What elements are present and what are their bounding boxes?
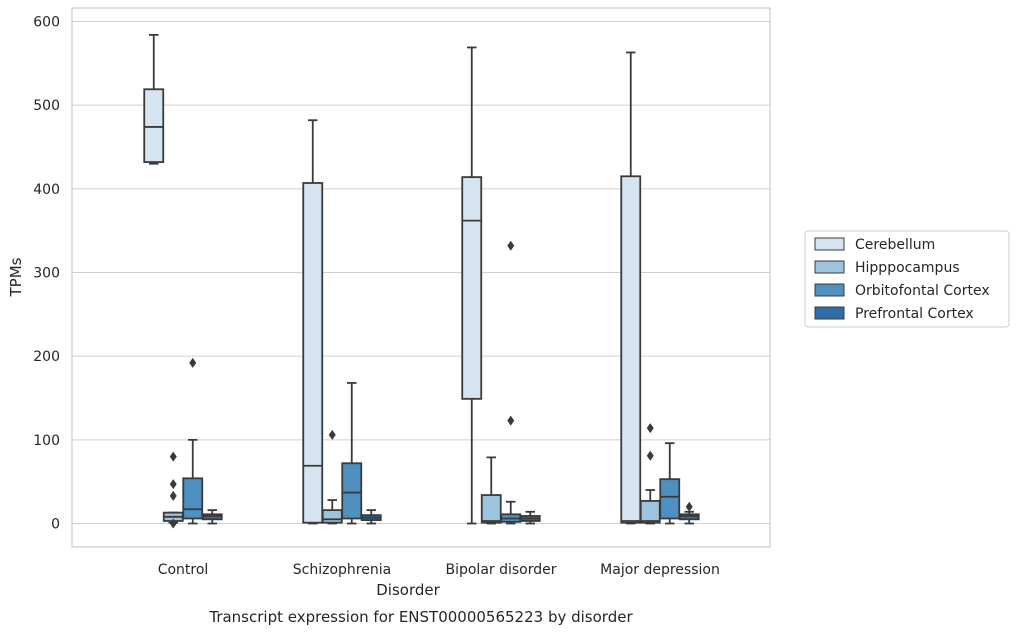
box-bipolar-disorder-orbitofontal-cortex [500,240,522,525]
box-iqr [659,478,681,520]
legend-frame [804,230,1010,328]
chart-caption: Transcript expression for ENST0000056522… [208,608,633,626]
outlier-point [328,429,336,440]
legend-label: Cerebellum [855,237,935,253]
legend-swatch [814,283,845,297]
outlier-point [189,357,197,368]
x-axis-label: Disorder [376,581,440,599]
box-iqr [620,175,642,524]
box-bipolar-disorder-prefrontal-cortex [519,510,541,525]
box-bipolar-disorder-hipppocampus [480,456,502,525]
box-iqr [341,462,363,520]
plot-frame [71,7,771,548]
y-tick-label: 600 [33,15,60,31]
box-bipolar-disorder-cerebellum [461,46,483,525]
y-tick-label: 400 [33,182,60,198]
box-schizophrenia-hipppocampus [321,429,343,525]
outlier-point [169,479,177,490]
outlier-point [169,518,177,529]
legend-label: Orbitofontal Cortex [855,283,990,299]
box-iqr [143,88,165,163]
box-control-hipppocampus [162,451,184,529]
box-major-depression-cerebellum [620,51,642,525]
box-iqr [480,494,502,524]
box-schizophrenia-prefrontal-cortex [360,509,382,525]
x-tick-labels: Control Schizophrenia Bipolar disorder Majo… [158,562,720,578]
outlier-point [507,415,515,426]
legend-swatch [814,306,845,320]
grid-lines [72,21,770,524]
legend: Cerebellum Hipppocampus Orbitofontal Corte… [804,230,1010,328]
outlier-point [169,451,177,462]
x-tick-label: Control [158,562,209,578]
y-axis-label: TPMs [7,257,25,297]
box-iqr [461,176,483,400]
legend-label: Hipppocampus [855,260,960,276]
box-major-depression-prefrontal-cortex [678,501,700,525]
box-major-depression-orbitofontal-cortex [659,442,681,525]
box-iqr [182,477,204,520]
box-iqr [321,509,343,524]
box-schizophrenia-cerebellum [302,119,324,525]
x-tick-label: Major depression [600,562,720,578]
box-control-orbitofontal-cortex [182,357,204,525]
box-control-prefrontal-cortex [201,509,223,525]
box-schizophrenia-orbitofontal-cortex [341,382,363,525]
x-tick-label: Bipolar disorder [445,562,556,578]
outlier-point [169,490,177,501]
box-iqr [639,500,661,524]
x-tick-label: Schizophrenia [293,562,391,578]
outlier-point [646,423,654,434]
box-elements [143,33,700,529]
box-major-depression-hipppocampus [639,423,661,525]
y-tick-labels: 0 100 200 300 400 500 600 [33,15,60,533]
legend-swatch [814,237,845,251]
y-tick-label: 500 [33,98,60,114]
y-tick-label: 100 [33,433,60,449]
box-iqr [302,182,324,524]
y-tick-label: 0 [51,517,60,533]
outlier-point [685,501,693,512]
y-tick-label: 200 [33,349,60,365]
outlier-point [646,450,654,461]
box-control-cerebellum [143,33,165,165]
legend-swatch [814,260,845,274]
legend-label: Prefrontal Cortex [855,306,974,322]
y-tick-label: 300 [33,266,60,282]
outlier-point [507,240,515,251]
